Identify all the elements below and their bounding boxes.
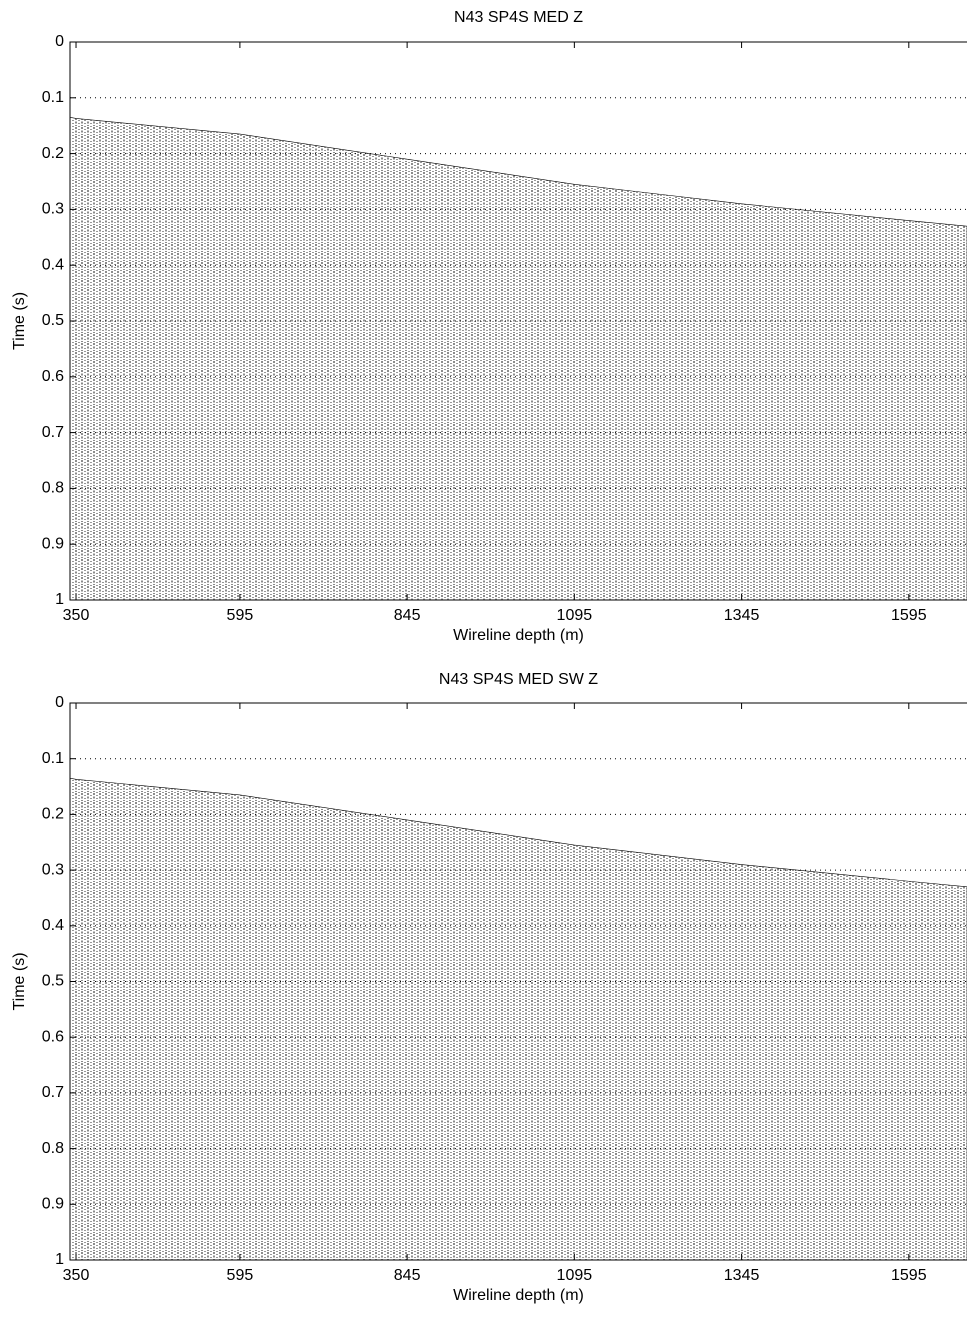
y-tick-label: 0.4: [42, 917, 64, 934]
x-tick-label: 1095: [557, 607, 593, 624]
y-tick-label: 0.9: [42, 535, 64, 552]
y-tick-label: 0.1: [42, 89, 64, 106]
y-tick-label: 0.2: [42, 145, 64, 162]
y-tick-label: 0.2: [42, 806, 64, 823]
y-tick-label: 0.7: [42, 424, 64, 441]
y-tick-label: 0.4: [42, 256, 64, 273]
y-tick-label: 0: [55, 33, 64, 50]
x-tick-label: 1345: [724, 1267, 760, 1284]
y-tick-label: 0.9: [42, 1196, 64, 1213]
y-tick-label: 0.1: [42, 750, 64, 767]
x-axis-label: Wireline depth (m): [453, 627, 584, 644]
plot-frame: [69, 702, 967, 1261]
x-tick-label: 1595: [891, 607, 927, 624]
x-axis-label: Wireline depth (m): [453, 1287, 584, 1304]
x-tick-label: 350: [63, 1267, 90, 1284]
x-tick-label: 350: [63, 607, 90, 624]
x-tick-label: 1595: [891, 1267, 927, 1284]
y-tick-label: 0.3: [42, 861, 64, 878]
x-tick-label: 1095: [557, 1267, 593, 1284]
y-tick-label: 0.5: [42, 312, 64, 329]
y-tick-label: 1: [55, 1251, 64, 1268]
y-tick-label: 0.8: [42, 480, 64, 497]
chart-title: N43 SP4S MED Z: [454, 9, 583, 26]
x-tick-label: 845: [394, 607, 421, 624]
y-tick-label: 0.3: [42, 201, 64, 218]
y-tick-label: 0.7: [42, 1084, 64, 1101]
y-tick-label: 0.6: [42, 368, 64, 385]
seismic-traces: [69, 777, 967, 1261]
chart-title: N43 SP4S MED SW Z: [439, 671, 598, 688]
y-tick-label: 1: [55, 591, 64, 608]
y-tick-label: 0.6: [42, 1028, 64, 1045]
x-tick-label: 845: [394, 1267, 421, 1284]
x-tick-label: 595: [227, 1267, 254, 1284]
y-tick-label: 0.5: [42, 973, 64, 990]
y-axis-label: Time (s): [11, 292, 28, 350]
y-axis-label: Time (s): [11, 952, 28, 1010]
x-tick-label: 1345: [724, 607, 760, 624]
y-tick-label: 0: [55, 694, 64, 711]
y-tick-label: 0.8: [42, 1140, 64, 1157]
x-tick-label: 595: [227, 607, 254, 624]
seismic-traces: [69, 116, 967, 601]
plot-frame: [69, 41, 967, 601]
